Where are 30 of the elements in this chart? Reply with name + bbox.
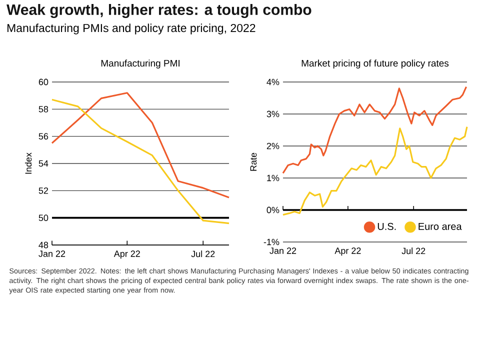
x-tick-label: Jul 22 (402, 248, 426, 254)
y-tick-label: 50 (38, 214, 48, 222)
y-tick-label: -1% (264, 238, 280, 246)
y-axis-title: Index (24, 152, 32, 174)
y-axis-title: Rate (250, 152, 257, 171)
y-tick-label: 52 (38, 187, 48, 194)
y-tick-label: 48 (38, 242, 48, 248)
legend-label: Euro area (418, 222, 462, 230)
y-tick-label: 58 (38, 106, 48, 112)
chart-title: Market pricing of future policy rates (302, 60, 449, 68)
y-tick-label: 0% (266, 206, 280, 214)
x-tick-label: Jul 22 (191, 250, 215, 258)
y-tick-label: 2% (266, 142, 280, 150)
x-tick-label: Jan 22 (38, 250, 66, 257)
y-tick-label: 1% (267, 174, 280, 182)
x-tick-label: Apr 22 (114, 250, 140, 259)
chart-title: Manufacturing PMI (101, 60, 180, 68)
y-tick-label: 4% (266, 78, 280, 86)
x-tick-label: Jan 22 (270, 248, 296, 254)
text: Manufacturing PMIs and policy rate pricing, 2022 (7, 24, 256, 34)
y-tick-label: 3% (266, 110, 280, 118)
line-series (51, 98, 230, 224)
legend-label: U.S. (378, 222, 396, 230)
y-tick-label: 54 (38, 160, 48, 167)
x-tick-label: Apr 22 (334, 248, 361, 256)
text: Weak growth, higher rates: a tough combo (6, 4, 312, 18)
y-tick-label: 56 (38, 133, 48, 140)
line-series (282, 126, 468, 216)
y-tick-label: 60 (38, 78, 48, 86)
line-series (51, 92, 230, 198)
